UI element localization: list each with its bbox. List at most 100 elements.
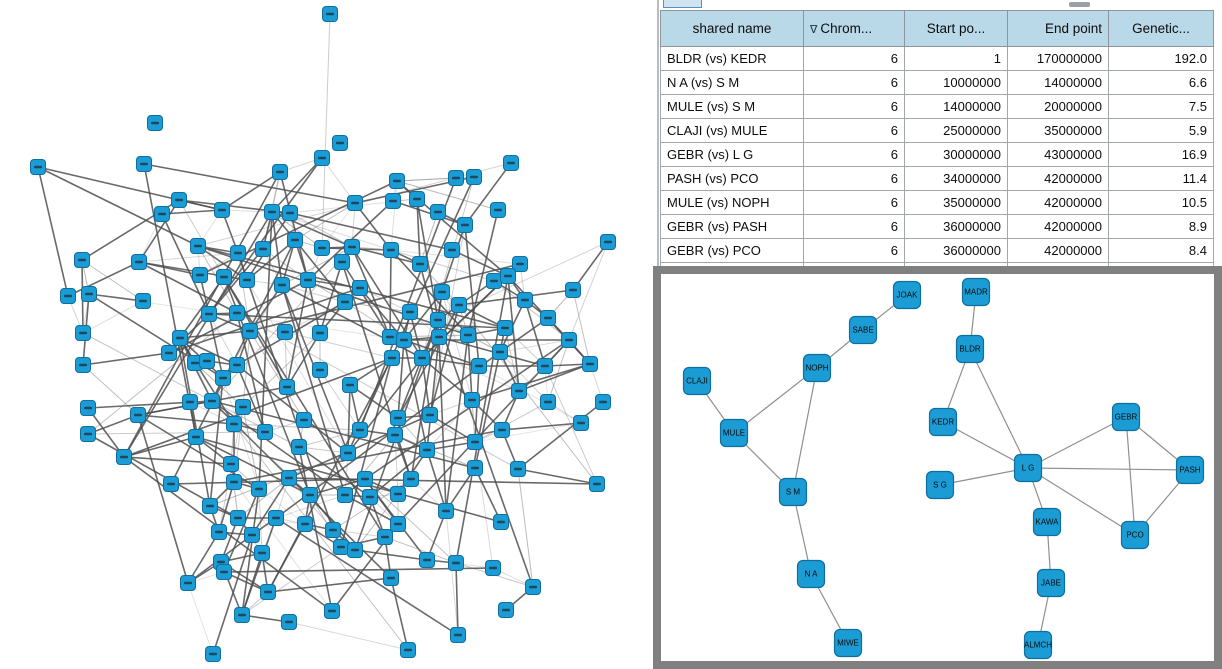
network-edge[interactable]: [222, 377, 260, 490]
table-cell[interactable]: 36000000: [904, 214, 1008, 239]
table-cell[interactable]: 14000000: [904, 94, 1008, 119]
network-node[interactable]: [493, 514, 509, 530]
network-edge[interactable]: [223, 488, 260, 573]
network-node[interactable]: [467, 460, 483, 476]
table-cell[interactable]: 10000000: [904, 70, 1008, 95]
network-node[interactable]: [500, 268, 516, 284]
network-node[interactable]: [163, 476, 179, 492]
network-node[interactable]: [448, 170, 464, 186]
network-node[interactable]: [205, 646, 221, 662]
network-node[interactable]: [226, 416, 242, 432]
network-node[interactable]: [281, 470, 297, 486]
table-cell[interactable]: 10.5: [1108, 190, 1214, 215]
network-node[interactable]: [486, 273, 502, 289]
network-edge[interactable]: [499, 317, 549, 353]
network-node[interactable]: [216, 564, 232, 580]
network-edge[interactable]: [298, 446, 333, 612]
column-header-shared-name[interactable]: shared name: [660, 10, 804, 47]
network-node[interactable]: [187, 355, 203, 371]
network-edge[interactable]: [233, 423, 311, 496]
network-node[interactable]: [136, 156, 152, 172]
table-tab-fragment[interactable]: [663, 0, 702, 8]
network-node[interactable]: [251, 481, 267, 497]
network-node[interactable]: [430, 312, 446, 328]
network-node[interactable]: [384, 350, 400, 366]
network-edge[interactable]: [82, 352, 170, 366]
network-node[interactable]: [244, 527, 260, 543]
table-cell[interactable]: GEBR (vs) PCO: [660, 238, 804, 263]
network-node[interactable]: [337, 487, 353, 503]
network-node[interactable]: [511, 383, 527, 399]
network-edge[interactable]: [396, 180, 499, 211]
network-node[interactable]: [130, 407, 146, 423]
network-node[interactable]: [434, 284, 450, 300]
table-cell[interactable]: 6: [803, 214, 905, 239]
network-edge[interactable]: [288, 621, 409, 651]
network-node[interactable]: [561, 332, 577, 348]
table-row[interactable]: CLAJI (vs) MULE 6 25000000 35000000 5.9: [660, 118, 1214, 143]
network-edge[interactable]: [161, 213, 210, 315]
network-edge[interactable]: [87, 414, 139, 435]
network-node[interactable]: [362, 489, 378, 505]
network-node[interactable]: [402, 304, 418, 320]
network-node[interactable]: [282, 205, 298, 221]
network-edge[interactable]: [123, 456, 232, 465]
network-edge[interactable]: [364, 478, 457, 564]
network-node[interactable]: [287, 232, 303, 248]
network-node[interactable]: [389, 173, 405, 189]
network-edge[interactable]: [1125, 416, 1136, 536]
network-node[interactable]: [431, 329, 447, 345]
network-edge[interactable]: [445, 510, 459, 636]
table-cell[interactable]: 5.9: [1108, 118, 1214, 143]
network-node[interactable]: [451, 297, 467, 313]
network-edge[interactable]: [568, 241, 609, 341]
network-edge[interactable]: [792, 367, 818, 493]
network-node[interactable]: [396, 332, 412, 348]
network-edge[interactable]: [969, 348, 1029, 469]
network-node[interactable]: [352, 280, 368, 296]
table-cell[interactable]: 34000000: [904, 166, 1008, 191]
table-row[interactable]: MULE (vs) S M 6 14000000 20000000 7.5: [660, 94, 1214, 119]
network-edge[interactable]: [233, 423, 409, 651]
network-edge[interactable]: [241, 488, 260, 616]
network-node-MULE[interactable]: MULE: [719, 418, 749, 448]
network-edge[interactable]: [451, 249, 509, 277]
network-edge[interactable]: [437, 319, 534, 588]
table-cell[interactable]: 170000000: [1007, 46, 1109, 71]
network-node[interactable]: [324, 603, 340, 619]
network-node[interactable]: [161, 345, 177, 361]
network-edge[interactable]: [87, 407, 125, 458]
network-node[interactable]: [60, 288, 76, 304]
network-edge[interactable]: [138, 199, 180, 263]
network-edge[interactable]: [421, 357, 431, 416]
network-node-PCO[interactable]: PCO: [1120, 520, 1150, 550]
network-node[interactable]: [403, 471, 419, 487]
network-node[interactable]: [235, 399, 251, 415]
network-node[interactable]: [226, 474, 242, 490]
network-edge[interactable]: [354, 549, 428, 561]
network-node[interactable]: [254, 545, 270, 561]
network-edge[interactable]: [143, 163, 197, 438]
table-cell[interactable]: 6: [803, 190, 905, 215]
network-edge[interactable]: [271, 211, 323, 249]
network-node[interactable]: [192, 267, 208, 283]
network-node[interactable]: [312, 325, 328, 341]
network-node[interactable]: [214, 202, 230, 218]
network-edge[interactable]: [347, 384, 351, 454]
network-edge[interactable]: [403, 291, 443, 341]
network-node[interactable]: [448, 555, 464, 571]
network-node[interactable]: [573, 415, 589, 431]
table-cell[interactable]: 8.4: [1108, 238, 1214, 263]
network-node[interactable]: [422, 407, 438, 423]
table-cell[interactable]: 11.4: [1108, 166, 1214, 191]
network-node[interactable]: [30, 159, 46, 175]
network-edge[interactable]: [197, 245, 248, 281]
network-edge[interactable]: [458, 304, 598, 485]
network-node[interactable]: [131, 254, 147, 270]
network-edge[interactable]: [137, 414, 235, 425]
table-cell[interactable]: 16.9: [1108, 142, 1214, 167]
network-edge[interactable]: [223, 567, 494, 573]
network-node[interactable]: [190, 238, 206, 254]
network-edge[interactable]: [221, 209, 273, 213]
network-node[interactable]: [80, 426, 96, 442]
